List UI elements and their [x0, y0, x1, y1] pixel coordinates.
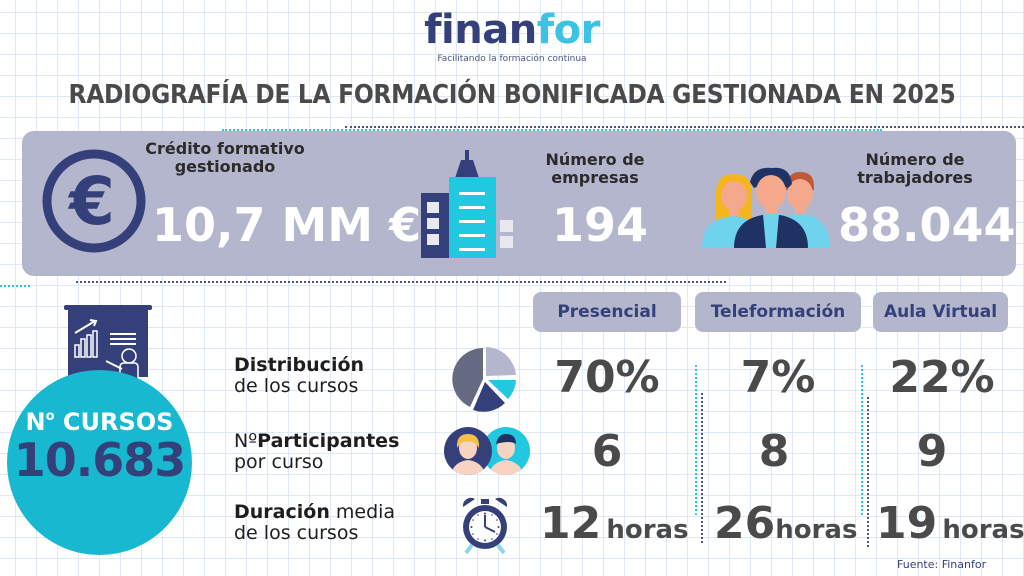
- column-separator: [861, 365, 863, 515]
- kpi-value-workers: 88.044: [838, 198, 1016, 252]
- courses-label: No CURSOS: [25, 408, 174, 436]
- logo-tagline: Facilitando la formación continua: [437, 54, 587, 64]
- value-participants-presencial: 6: [591, 426, 623, 477]
- page-title: RADIOGRAFÍA DE LA FORMACIÓN BONIFICADA G…: [68, 80, 956, 110]
- euro-coin-icon: €: [40, 147, 148, 255]
- value-participants-aula-virtual: 9: [916, 426, 948, 477]
- divider-dots: [0, 285, 30, 287]
- courses-count-badge: [7, 370, 192, 555]
- tab-aula-virtual: Aula Virtual: [873, 292, 1008, 332]
- kpi-label-companies: Número de empresas: [545, 150, 645, 187]
- row-label-distribution: Distribución de los cursos: [234, 354, 365, 397]
- kpi-panel: [22, 131, 1016, 276]
- participants-icon: [444, 426, 530, 476]
- row-label-participants: NºParticipantes por curso: [234, 430, 400, 473]
- logo-wordmark: finanfor: [424, 7, 600, 53]
- buildings-icon: [418, 150, 523, 260]
- kpi-value-companies: 194: [552, 198, 649, 252]
- kpi-label-workers: Número de trabajadores: [857, 150, 973, 187]
- column-separator: [695, 365, 697, 515]
- source-note: Fuente: Finanfor: [897, 558, 987, 571]
- workers-group-icon: [700, 166, 830, 248]
- divider-dots: [345, 126, 1024, 128]
- tab-presencial: Presencial: [533, 292, 681, 332]
- value-distribution-teleformacion: 7%: [740, 352, 816, 403]
- kpi-value-credit: 10,7 MM €: [152, 198, 422, 252]
- column-separator: [701, 393, 703, 543]
- tab-teleformacion: Teleformación: [695, 292, 861, 332]
- divider-dots: [76, 281, 726, 283]
- brand-logo: finanfor Facilitando la formación contin…: [0, 6, 1024, 64]
- value-distribution-presencial: 70%: [554, 352, 660, 403]
- svg-text:€: €: [67, 163, 115, 240]
- column-separator: [867, 397, 869, 547]
- value-participants-teleformacion: 8: [758, 426, 790, 477]
- courses-value: 10.683: [13, 433, 187, 487]
- value-distribution-aula-virtual: 22%: [889, 352, 995, 403]
- alarm-clock-icon: [460, 495, 510, 557]
- value-duration-aula-virtual: 19 horas: [876, 498, 1024, 549]
- divider-dots: [222, 129, 882, 131]
- value-duration-presencial: 12 horas: [540, 498, 689, 549]
- kpi-label-credit: Crédito formativo gestionado: [145, 139, 305, 176]
- row-label-duration: Duración media de los cursos: [234, 501, 396, 544]
- value-duration-teleformacion: 26horas: [714, 498, 858, 549]
- pie-chart-icon: [452, 346, 520, 412]
